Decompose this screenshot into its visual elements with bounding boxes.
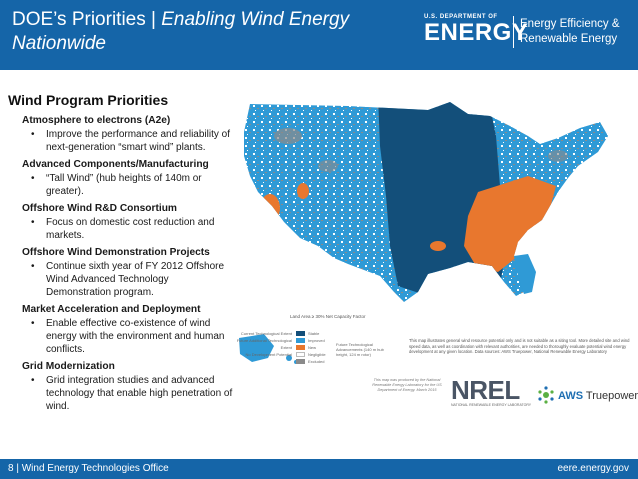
priority-bullet: Grid integration studies and advanced te… (22, 374, 234, 413)
aws-truepower-logo: AWS Truepower (536, 385, 638, 407)
aws-text: AWS Truepower (558, 390, 638, 402)
priority-bullet: Improve the performance and reliability … (22, 128, 234, 154)
legend-swatch (296, 338, 305, 344)
map-disclaimer: This map illustrates general wind resour… (409, 338, 630, 355)
legend-left-label: Current Technological Extent (240, 331, 292, 336)
aws-text-1: AWS (558, 390, 584, 402)
us-map-graphic (244, 102, 608, 302)
logo-divider (513, 16, 514, 48)
legend-swatch (296, 345, 305, 351)
legend-label: Improved (308, 338, 325, 343)
legend-item: New (296, 344, 386, 351)
footer-url: eere.energy.gov (557, 463, 629, 474)
nrel-subtitle: NATIONAL RENEWABLE ENERGY LABORATORY (451, 403, 532, 407)
legend-swatch (296, 359, 305, 365)
legend-item: Improved (296, 337, 386, 344)
legend-item: Negligible (296, 351, 386, 358)
header-bar: DOE’s Priorities | Enabling Wind Energy … (0, 0, 638, 70)
legend-label: Excluded (308, 359, 325, 364)
priority-bullet: “Tall Wind” (hub heights of 140m or grea… (22, 172, 234, 198)
logo-usdept: U.S. DEPARTMENT OF (424, 14, 498, 20)
logo-energy: ENERGY (424, 19, 529, 46)
footer-bar: 8 | Wind Energy Technologies Office eere… (0, 459, 638, 479)
legend: Stable Improved New Negligible Excluded … (296, 330, 386, 365)
priority-heading: Offshore Wind Demonstration Projects (22, 247, 210, 258)
wind-potential-map (228, 96, 638, 414)
logo-eere-line2: Renewable Energy (520, 33, 618, 45)
priority-bullet: Continue sixth year of FY 2012 Offshore … (22, 260, 234, 299)
priority-heading: Offshore Wind R&D Consortium (22, 203, 177, 214)
legend-left-label: Future Additional Technological Extent (236, 338, 292, 350)
title-part-1: DOE’s Priorities | (12, 9, 162, 30)
title-part-2: Enabling Wind Energy Nationwide (12, 9, 350, 54)
map-credit: This map was produced by the National Re… (372, 378, 442, 392)
priority-bullet: Enable effective co-existence of wind en… (22, 317, 234, 356)
legend-title: Land Area ≥ 30% Net Capacity Factor (290, 314, 366, 319)
aws-text-2: Truepower (585, 390, 638, 402)
priority-heading: Atmosphere to electrons (A2e) (22, 115, 171, 126)
legend-label: Negligible (308, 352, 326, 357)
priorities-list: Atmosphere to electrons (A2e) Improve th… (22, 114, 234, 413)
section-title: Wind Program Priorities (8, 92, 169, 108)
page-title: DOE’s Priorities | Enabling Wind Energy … (12, 8, 412, 56)
legend-left-label: No Development Potential (245, 352, 292, 357)
priority-bullet: Focus on domestic cost reduction and mar… (22, 216, 234, 242)
legend-label: Stable (308, 331, 320, 336)
legend-swatch (296, 352, 305, 358)
legend-item: Stable (296, 330, 386, 337)
priority-heading: Grid Modernization (22, 361, 115, 372)
aws-burst-icon (538, 386, 554, 404)
legend-label: New (308, 345, 317, 350)
doe-eere-logo: U.S. DEPARTMENT OF ENERGY Energy Efficie… (424, 14, 629, 54)
priority-heading: Advanced Components/Manufacturing (22, 159, 209, 170)
priority-heading: Market Acceleration and Deployment (22, 304, 201, 315)
legend-future-label: Future Technological Advancements (140 m… (336, 342, 384, 357)
legend-left-labels: Current Technological Extent Future Addi… (232, 330, 292, 358)
nrel-logo: NREL (451, 375, 520, 405)
footer-page-label: 8 | Wind Energy Technologies Office (8, 463, 169, 474)
legend-swatch (296, 331, 305, 337)
logo-eere-line1: Energy Efficiency & (520, 18, 620, 30)
legend-item: Excluded (296, 358, 386, 365)
